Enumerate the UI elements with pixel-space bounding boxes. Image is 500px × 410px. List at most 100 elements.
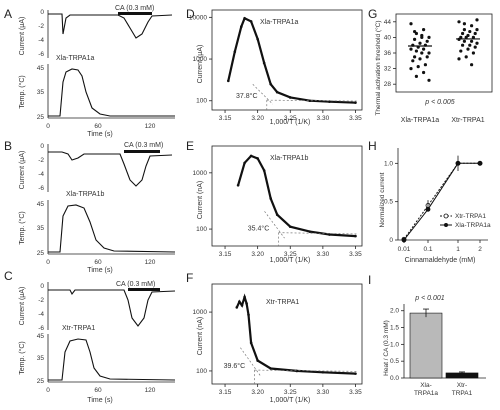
data-point <box>423 63 427 67</box>
data-point <box>321 370 325 374</box>
agent-bar <box>118 12 152 15</box>
x-tick-label: 3.30 <box>317 115 330 122</box>
current-curve <box>237 154 356 238</box>
current-axis: 0 -2 -4 -6 Current (µA) <box>19 9 49 58</box>
tick-label: -4 <box>38 171 44 178</box>
baseline-fit <box>266 99 358 102</box>
data-point <box>470 39 474 43</box>
data-point <box>414 49 418 53</box>
axis-label: Temp. (°C) <box>18 341 26 375</box>
data-point <box>425 55 429 59</box>
stat-label: p < 0.001 <box>414 295 444 302</box>
data-point <box>401 237 407 243</box>
tick-label: -4 <box>38 37 44 44</box>
y-tick-label: 1.0 <box>384 160 393 167</box>
x-tick-label: 3.25 <box>284 251 297 258</box>
data-point <box>462 28 466 32</box>
current-curve <box>235 293 356 375</box>
tick-label: 45 <box>37 333 45 340</box>
y-tick-label: 0.0 <box>390 375 399 382</box>
tick-label: 0 <box>46 259 50 266</box>
bar <box>409 312 443 379</box>
axis-label: 1,000/T (1/K) <box>270 257 311 264</box>
x-tick-label: 0.01 <box>398 246 411 253</box>
data-point <box>477 160 483 166</box>
series-line <box>403 162 480 241</box>
y-tick-label: 1.5 <box>390 325 399 332</box>
time-axis: 0 60 120 Time (s) <box>46 259 156 274</box>
category-label: Xtr- <box>457 382 467 389</box>
plot-frame <box>211 9 363 111</box>
current-trace <box>48 151 173 187</box>
data-point <box>420 51 424 55</box>
time-axis: 0 60 120 Time (s) <box>46 123 156 138</box>
x-tick-label: 2 <box>478 246 482 253</box>
y-tick-label: 10000 <box>189 14 207 21</box>
tick-label: 25 <box>37 114 45 121</box>
plot-frame <box>395 13 493 93</box>
axis-label: 1,000/T (1/K) <box>270 397 311 404</box>
data-point <box>457 20 461 24</box>
data-point <box>288 225 292 229</box>
data-point <box>413 29 417 34</box>
axis-label: Temp. (°C) <box>18 211 26 245</box>
y-tick-label: 1000 <box>193 309 208 316</box>
y-tick-label: 32 <box>384 66 392 73</box>
temperature-axis: 45 35 25 Temp. (°C) <box>18 200 175 257</box>
arrhenius-plot: 3.15 3.20 3.25 3.30 3.35 1000 100 39.6°C <box>193 283 363 396</box>
tick-label: 45 <box>37 201 45 208</box>
data-point <box>243 16 246 20</box>
threshold-label: 35.4°C <box>248 225 269 233</box>
data-point <box>466 47 470 51</box>
tick-label: 35 <box>37 89 45 96</box>
tick-label: 60 <box>94 123 102 130</box>
data-point <box>269 82 272 86</box>
data-point <box>249 20 253 23</box>
tick-label: 0 <box>46 123 50 130</box>
data-point <box>354 234 357 238</box>
legend-label: Xtr-TRPA1 <box>455 213 486 220</box>
x-tick-label: 3.15 <box>219 389 232 396</box>
axis-label: Current (nA) <box>197 317 204 356</box>
plot-frame <box>211 145 363 247</box>
data-point <box>425 39 429 43</box>
data-point <box>461 31 465 36</box>
panel-label: E <box>186 139 194 153</box>
x-tick-label: 3.35 <box>349 251 362 258</box>
tick-label: -4 <box>38 311 44 318</box>
y-tick-label: 40 <box>384 34 392 41</box>
data-point <box>262 169 266 172</box>
data-point <box>409 47 413 51</box>
data-point <box>462 22 466 26</box>
tick-label: 0 <box>40 283 44 290</box>
x-tick-label: 0.1 <box>423 246 432 253</box>
data-point <box>243 161 246 165</box>
data-point <box>418 57 422 61</box>
category-label: Xtr-TRPA1 <box>451 117 484 124</box>
data-point <box>464 35 468 40</box>
tick-label: 120 <box>145 259 156 266</box>
data-point <box>249 341 253 345</box>
data-point <box>227 79 230 83</box>
category-label: TRPA1a <box>414 390 438 397</box>
data-point <box>416 65 420 69</box>
data-point <box>413 55 417 59</box>
data-point <box>473 31 477 36</box>
tick-label: 0 <box>46 387 50 394</box>
tick-label: 25 <box>37 378 45 385</box>
panel-c: C 0 -2 -4 -6 Current (µA) CA (0.3 mM) Xt… <box>4 269 176 404</box>
data-point <box>256 157 259 160</box>
panel-d: D Current (µA) 1,000/T (1/K) Xla-TRPA1a … <box>186 7 363 126</box>
data-point <box>354 372 357 375</box>
temperature-axis: 45 35 25 Temp. (°C) <box>18 64 175 121</box>
x-tick-label: 1 <box>456 246 460 253</box>
slope-fit <box>264 211 285 239</box>
data-point <box>247 313 250 317</box>
data-point <box>422 47 426 51</box>
time-axis: 0 60 120 Time (s) <box>46 387 156 404</box>
tick-label: -2 <box>38 157 44 164</box>
data-point <box>422 70 426 75</box>
y-tick-label: 28 <box>384 81 392 88</box>
tick-label: 120 <box>145 387 156 394</box>
